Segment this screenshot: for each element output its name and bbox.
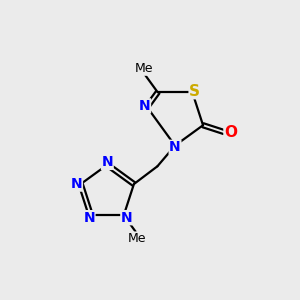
Text: N: N xyxy=(101,155,113,170)
Text: N: N xyxy=(169,140,181,154)
Text: Me: Me xyxy=(134,62,153,75)
Text: Me: Me xyxy=(128,232,146,245)
Text: N: N xyxy=(121,211,133,225)
Text: N: N xyxy=(139,99,151,113)
Text: N: N xyxy=(71,177,82,191)
Text: N: N xyxy=(83,211,95,225)
Text: S: S xyxy=(189,84,200,99)
Text: O: O xyxy=(224,124,237,140)
